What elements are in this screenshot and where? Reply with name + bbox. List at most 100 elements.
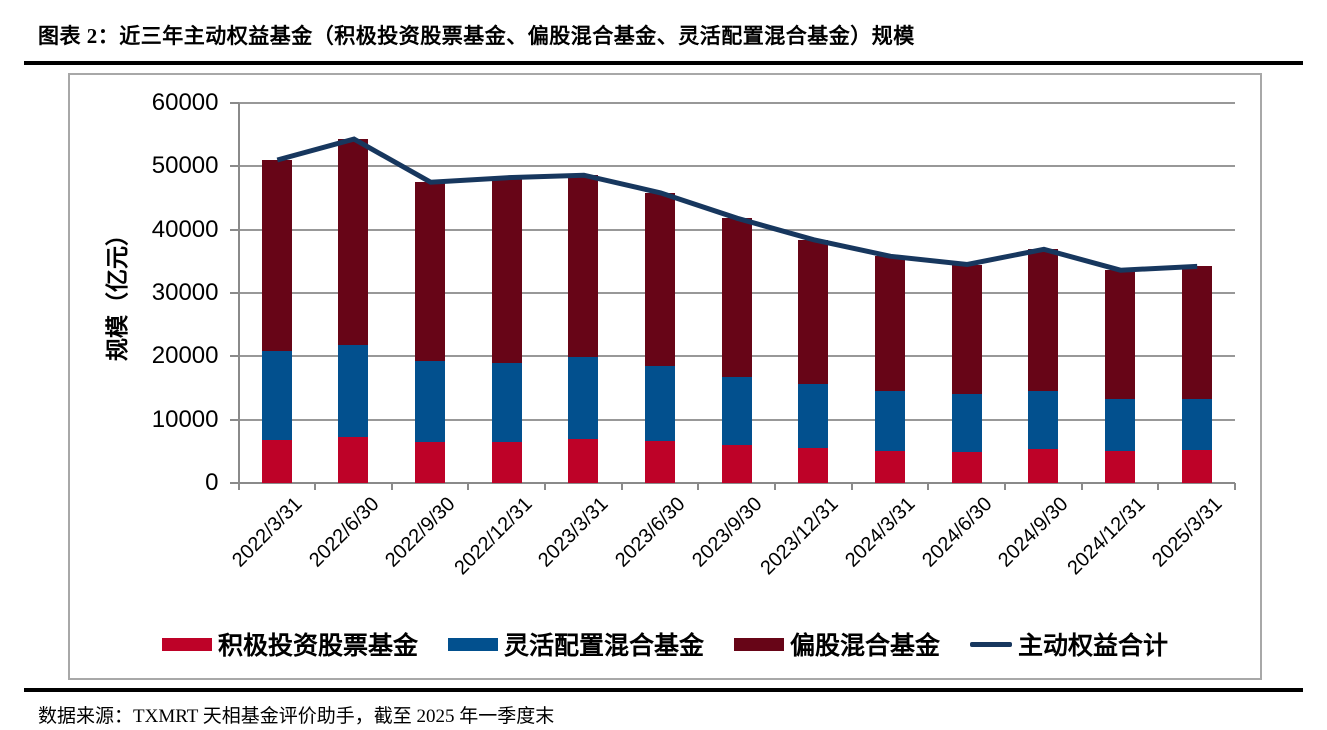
legend-item: 灵活配置混合基金 [447, 626, 704, 662]
total-line-chart [276, 136, 1197, 273]
y-tick [229, 418, 239, 421]
y-tick-label: 30000 [151, 279, 219, 306]
legend-label: 主动权益合计 [1018, 632, 1169, 660]
bar-segment [568, 175, 599, 357]
y-axis-line [237, 103, 240, 483]
x-tick [1080, 483, 1083, 490]
bar-segment [1105, 451, 1136, 483]
x-axis-label: 2024/12/31 [1063, 493, 1150, 580]
y-tick [229, 355, 239, 358]
bar-segment [261, 160, 292, 351]
y-tick [229, 292, 239, 294]
bar-segment [951, 451, 982, 483]
bar-segment [1028, 449, 1059, 483]
bar-segment [261, 439, 292, 483]
x-axis-line [238, 482, 1235, 484]
bar-segment [568, 439, 599, 483]
bar-segment [875, 256, 906, 392]
y-tick [229, 102, 239, 104]
legend-color-swatch-icon [447, 637, 498, 651]
y-tick [229, 482, 239, 484]
y-gridline [238, 102, 1235, 104]
chart-frame: 规模（亿元） 积极投资股票基金 灵活配置混合基金 偏股混合基金 主动权益合计 0 100… [68, 73, 1262, 680]
legend-line-swatch-icon [970, 641, 1013, 647]
bar-segment [1181, 450, 1212, 483]
x-axis-label: 2022/6/30 [304, 493, 384, 572]
bar-segment [491, 177, 522, 363]
y-tick-label: 10000 [151, 405, 219, 433]
bar-segment [261, 350, 292, 440]
bar-segment [338, 436, 369, 483]
bar-segment [338, 139, 369, 345]
x-tick [1004, 483, 1007, 490]
y-tick-label: 50000 [151, 152, 219, 180]
bar-segment [645, 366, 676, 442]
x-axis-label: 2022/3/31 [227, 493, 307, 572]
bar-segment [1181, 266, 1212, 399]
title-divider [24, 61, 1303, 65]
legend: 积极投资股票基金 灵活配置混合基金 偏股混合基金 主动权益合计 [70, 626, 1260, 662]
bar-segment [1105, 270, 1136, 400]
y-tick-label: 40000 [151, 215, 219, 243]
bar-segment [875, 450, 906, 483]
footer-divider [24, 688, 1303, 692]
x-tick [467, 483, 470, 490]
bar-segment [1181, 398, 1212, 451]
bar-segment [415, 361, 446, 443]
bar-segment [645, 192, 676, 367]
x-axis-label: 2024/3/31 [841, 493, 920, 572]
y-tick-label: 60000 [151, 89, 219, 116]
x-tick [774, 483, 777, 490]
x-axis-label: 2024/9/30 [994, 493, 1073, 572]
legend-color-swatch-icon [734, 637, 784, 651]
bar-segment [875, 391, 906, 451]
x-tick [1234, 483, 1236, 490]
bar-segment [338, 344, 369, 437]
x-tick [314, 483, 317, 490]
bar-segment [721, 445, 752, 483]
x-tick [390, 483, 393, 490]
bar-segment [721, 376, 752, 445]
x-axis-label: 2022/12/31 [450, 493, 537, 580]
bar-segment [491, 441, 522, 483]
bar-segment [798, 239, 829, 385]
x-tick [850, 483, 853, 490]
legend-label: 偏股混合基金 [790, 632, 941, 660]
y-tick-label: 0 [205, 469, 219, 496]
x-axis-label: 2023/6/30 [611, 493, 690, 572]
x-tick [1157, 483, 1160, 490]
legend-label: 灵活配置混合基金 [503, 632, 704, 660]
bar-segment [798, 448, 829, 483]
x-axis-label: 2025/3/31 [1147, 493, 1227, 572]
x-axis-label: 2023/3/31 [534, 493, 614, 572]
bar-segment [951, 393, 982, 452]
x-tick [927, 483, 930, 490]
legend-item: 积极投资股票基金 [161, 626, 418, 662]
x-axis-label: 2024/6/30 [917, 493, 997, 572]
bar-segment [415, 182, 446, 362]
bar-segment [1105, 399, 1136, 452]
figure-title: 图表 2：近三年主动权益基金（积极投资股票基金、偏股混合基金、灵活配置混合基金）… [38, 24, 915, 48]
y-tick [229, 228, 239, 231]
legend-color-swatch-icon [161, 637, 212, 651]
bar-segment [951, 264, 982, 394]
bar-segment [415, 442, 446, 483]
x-tick [697, 483, 700, 490]
bar-segment [568, 356, 599, 440]
legend-item: 偏股混合基金 [734, 626, 940, 662]
legend-item: 主动权益合计 [970, 626, 1168, 662]
bar-segment [798, 384, 829, 449]
x-tick [620, 483, 623, 490]
x-axis-label: 2022/9/30 [381, 493, 460, 572]
x-tick [544, 483, 547, 490]
x-axis-label: 2023/9/30 [687, 493, 767, 572]
total-line [276, 136, 1197, 273]
y-tick [229, 165, 239, 168]
x-axis-label: 2023/12/31 [756, 493, 843, 580]
y-tick-label: 20000 [151, 342, 219, 370]
bar-segment [1028, 249, 1059, 391]
y-gridline [238, 165, 1235, 168]
bar-segment [721, 218, 752, 377]
bar-segment [491, 362, 522, 442]
